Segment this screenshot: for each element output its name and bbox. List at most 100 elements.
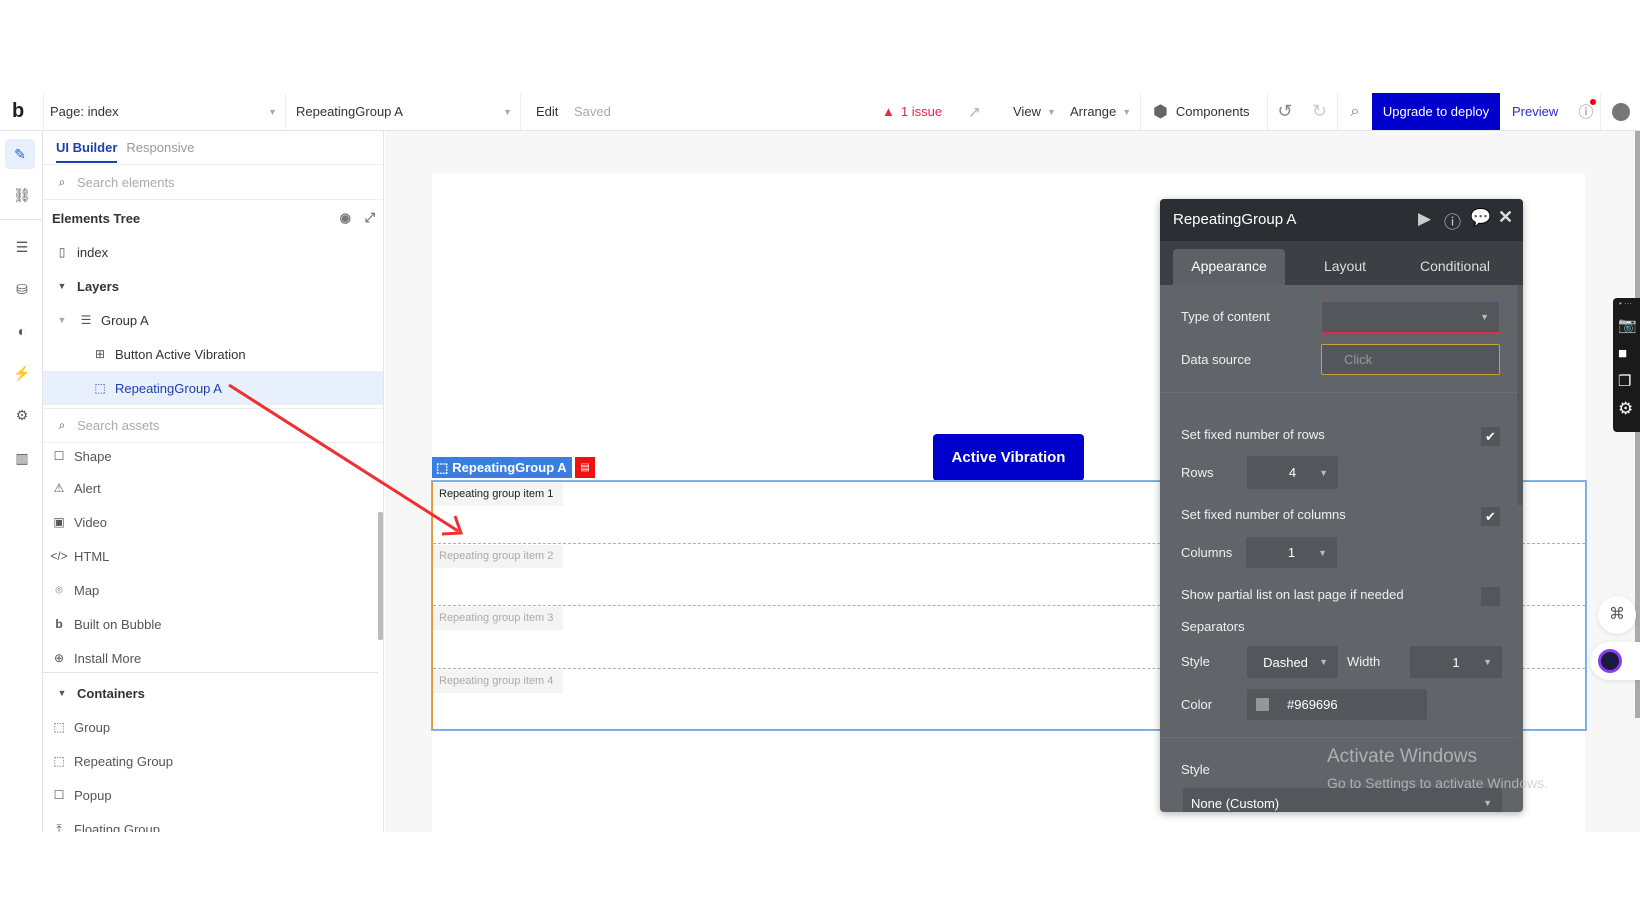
play-icon[interactable]: ▶ <box>1418 209 1432 228</box>
data-source-warning-icon[interactable]: ▤ <box>575 457 595 478</box>
repeating-group-a[interactable] <box>431 480 1587 731</box>
container-repeating-group[interactable]: ⬚ Repeating Group <box>43 744 383 778</box>
plugins-icon[interactable]: ⚡ <box>13 364 31 381</box>
tree-item-group-a[interactable]: ▼ ☰ Group A <box>43 303 383 337</box>
type-of-content-dropdown[interactable]: ▼ <box>1321 301 1500 333</box>
notification-dot <box>1590 99 1596 105</box>
capture-toolbar: • ··· 📷 ■ ❐ ⚙ <box>1613 298 1640 432</box>
assistant-face-icon <box>1598 649 1622 673</box>
arrange-menu[interactable]: Arrange ▼ <box>1070 93 1131 130</box>
search-icon[interactable]: ⌕ <box>1337 93 1372 130</box>
group-icon: ☰ <box>80 313 92 327</box>
sidebar-scrollbar[interactable] <box>378 512 383 640</box>
preview-button[interactable]: Preview <box>1512 104 1559 119</box>
chevron-down-icon: ▼ <box>1046 106 1056 117</box>
gear-icon[interactable]: ⚙ <box>1618 399 1634 418</box>
windows-icon[interactable]: ❐ <box>1618 373 1632 390</box>
account-avatar[interactable] <box>1600 93 1640 130</box>
issues-button[interactable]: ▲ 1 issue <box>882 93 942 130</box>
container-floating-group[interactable]: ⤒ Floating Group <box>43 812 383 833</box>
comment-icon[interactable]: 💬 <box>1470 208 1492 227</box>
floating-group-icon: ⤒ <box>56 821 62 833</box>
data-icon[interactable]: ☰ <box>15 238 29 255</box>
plus-circle-icon: ⊕ <box>53 651 65 665</box>
help-icon[interactable]: ⓘ <box>1576 93 1596 130</box>
repeating-group-item: Repeating group item 4 <box>433 670 563 693</box>
undo-icon[interactable]: ↺ <box>1267 93 1302 130</box>
expand-icon[interactable]: ⤢ <box>364 210 375 225</box>
asset-built-on-bubble[interactable]: b Built on Bubble <box>43 607 383 641</box>
element-selector[interactable]: RepeatingGroup A ▼ <box>285 93 520 130</box>
container-group[interactable]: ⬚ Group <box>43 710 383 744</box>
page-selector[interactable]: Page: index ▼ <box>43 93 285 130</box>
view-menu[interactable]: View ▼ <box>1013 93 1056 130</box>
info-icon[interactable]: ⓘ <box>1444 213 1461 232</box>
more-icon[interactable]: • ··· <box>1619 299 1633 308</box>
top-bar: b Page: index ▼ RepeatingGroup A ▼ Edit Sa… <box>0 93 1640 131</box>
asset-alert[interactable]: ⚠ Alert <box>43 471 383 505</box>
panel-scrollbar[interactable] <box>1517 285 1523 505</box>
columns-dropdown[interactable]: 1 ▼ <box>1246 537 1337 568</box>
tree-item-index[interactable]: ▯ index <box>43 235 383 269</box>
tree-item-repeatinggroup-a[interactable]: ⬚ RepeatingGroup A <box>43 371 383 405</box>
repeating-group-tag[interactable]: ⬚ RepeatingGroup A <box>432 457 572 478</box>
fixed-rows-checkbox[interactable]: ✔ <box>1481 427 1500 446</box>
data-source-label: Data source <box>1181 352 1252 367</box>
issues-label: 1 issue <box>900 104 943 119</box>
design-pencil-icon[interactable]: ✎ <box>5 139 35 169</box>
active-vibration-button[interactable]: Active Vibration <box>933 434 1084 481</box>
style-dropdown[interactable]: None (Custom) ▼ <box>1183 788 1502 812</box>
database-icon[interactable]: ⛁ <box>16 280 28 297</box>
container-popup[interactable]: ☐ Popup <box>43 778 383 812</box>
asset-shape[interactable]: ☐ Shape <box>43 443 383 469</box>
panel-header[interactable]: RepeatingGroup A ▶ ⓘ 💬 ✕ <box>1160 199 1523 241</box>
asset-install-more[interactable]: ⊕ Install More <box>43 641 383 675</box>
workflow-icon[interactable]: ⛓ <box>13 186 31 203</box>
assistant-button[interactable] <box>1590 642 1640 680</box>
asset-html[interactable]: </> HTML <box>43 539 383 573</box>
repeating-group-icon: ⬚ <box>94 381 106 395</box>
container-label: Popup <box>74 787 112 803</box>
tree-item-button-active-vibration[interactable]: ⊞ Button Active Vibration <box>43 337 383 371</box>
settings-icon[interactable]: ⚙ <box>15 406 29 423</box>
containers-header[interactable]: ▼ Containers <box>43 676 383 710</box>
search-assets-input[interactable]: ⌕ Search assets <box>43 408 383 443</box>
panel-tabs: Appearance Layout Conditional <box>1160 241 1523 285</box>
repeating-group-icon: ⬚ <box>436 459 449 475</box>
logs-chart-icon[interactable]: ▥ <box>15 449 29 466</box>
separator-color-picker[interactable]: #969696 <box>1247 689 1427 720</box>
tab-ui-builder[interactable]: UI Builder <box>56 133 118 163</box>
upgrade-to-deploy-button[interactable]: Upgrade to deploy <box>1372 93 1500 130</box>
asset-label: Install More <box>74 650 142 666</box>
eye-icon[interactable]: ◉ <box>339 210 351 225</box>
tab-responsive[interactable]: Responsive <box>126 140 195 155</box>
rows-dropdown[interactable]: 4 ▼ <box>1247 456 1338 489</box>
tab-appearance[interactable]: Appearance <box>1173 249 1285 285</box>
partial-list-checkbox[interactable] <box>1481 587 1500 606</box>
close-icon[interactable]: ✕ <box>1498 207 1514 227</box>
search-elements-input[interactable]: ⌕ Search elements <box>43 165 383 200</box>
arrange-label: Arrange <box>1070 104 1117 119</box>
data-source-input[interactable]: Click <box>1321 344 1500 375</box>
styles-palette-icon[interactable]: ◐ <box>17 323 27 339</box>
asset-video[interactable]: ▣ Video <box>43 505 383 539</box>
redo-icon[interactable]: ↻ <box>1311 101 1328 121</box>
apps-grid-icon[interactable]: ⌘ <box>1598 596 1636 634</box>
fixed-columns-checkbox[interactable]: ✔ <box>1481 507 1500 526</box>
tab-conditional[interactable]: Conditional <box>1419 258 1491 274</box>
chevron-down-icon: ▼ <box>1318 547 1327 558</box>
asset-map[interactable]: ⌾ Map <box>43 573 383 607</box>
video-camera-icon[interactable]: ■ <box>1618 345 1628 362</box>
tab-layout[interactable]: Layout <box>1323 258 1367 274</box>
section-divider <box>43 672 378 673</box>
separator-width-dropdown[interactable]: 1 ▼ <box>1410 646 1502 678</box>
tree-item-layers[interactable]: ▼ Layers <box>43 269 383 303</box>
bubble-logo[interactable]: b <box>12 100 25 122</box>
inspect-cursor-icon[interactable]: ➚ <box>968 103 982 121</box>
chevron-down-icon: ▼ <box>268 106 277 117</box>
separator-style-dropdown[interactable]: Dashed ▼ <box>1247 646 1338 678</box>
edit-menu[interactable]: Edit <box>520 93 558 130</box>
components-button[interactable]: ⬢ Components <box>1140 93 1267 130</box>
camera-icon[interactable]: 📷 <box>1618 317 1637 334</box>
partial-list-label: Show partial list on last page if needed <box>1181 587 1404 602</box>
